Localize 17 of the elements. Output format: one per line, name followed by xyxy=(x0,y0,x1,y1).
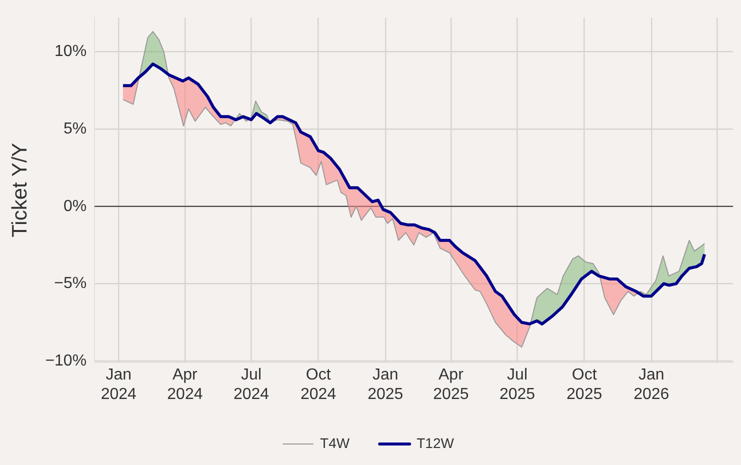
legend-label: T12W xyxy=(416,434,455,451)
y-tick-label: 10% xyxy=(54,43,87,60)
x-tick-label: Oct 2024 xyxy=(300,366,336,403)
legend-label: T4W xyxy=(320,434,350,451)
y-axis-title: Ticket Y/Y xyxy=(8,142,32,238)
x-tick-label: Oct 2025 xyxy=(566,366,602,403)
y-tick-label: 5% xyxy=(63,120,87,138)
y-tick-label: −5% xyxy=(54,275,87,292)
x-tick-label: Jan 2025 xyxy=(368,366,404,403)
x-tick-label: Jan 2024 xyxy=(100,366,137,403)
x-tick-label: Jul 2024 xyxy=(233,366,270,403)
x-tick-label: Apr 2024 xyxy=(167,366,203,403)
y-tick-label: −10% xyxy=(45,352,87,370)
x-tick-label: Jan 2026 xyxy=(634,366,670,403)
y-tick-label: 0% xyxy=(63,198,87,215)
x-tick-label: Apr 2025 xyxy=(433,366,469,403)
x-tick-label: Jul 2025 xyxy=(499,366,536,403)
